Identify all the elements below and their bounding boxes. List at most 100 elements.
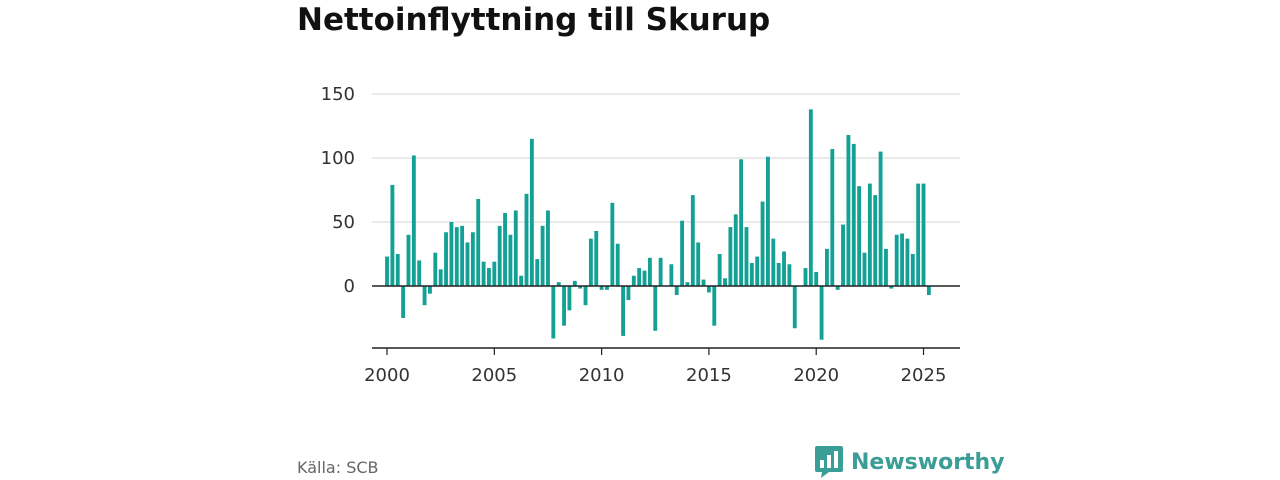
brand-name: Newsworthy (851, 449, 1005, 475)
bar (631, 275, 636, 286)
bar (712, 286, 717, 326)
bar (497, 225, 502, 286)
bar-chart-speech-bubble-icon (815, 446, 843, 478)
y-tick-label: 0 (344, 276, 355, 297)
y-tick-label: 50 (332, 212, 355, 233)
x-tick-label: 2020 (793, 365, 839, 386)
bar (830, 149, 835, 286)
bar (529, 138, 534, 286)
bar (599, 286, 604, 290)
bar (846, 134, 851, 286)
x-tick-label: 2015 (686, 365, 732, 386)
bar (685, 282, 690, 286)
bar (551, 286, 556, 339)
bar (787, 264, 792, 286)
bar (428, 286, 432, 294)
bar (782, 251, 786, 286)
source-note: Källa: SCB (297, 458, 379, 477)
bar (926, 286, 931, 295)
bar (873, 195, 878, 286)
bar (841, 224, 845, 286)
bar (540, 225, 545, 286)
bar (433, 252, 438, 286)
bar (406, 234, 411, 286)
bar (766, 156, 770, 286)
bar (524, 193, 529, 286)
bar (803, 268, 808, 286)
bar (615, 243, 620, 286)
bar (739, 159, 744, 286)
x-tick-label: 2000 (364, 365, 410, 386)
bar (481, 261, 486, 286)
bar (513, 210, 518, 286)
bar (594, 230, 599, 286)
bar (776, 262, 781, 286)
y-tick-labels: 0 50 100 150 (321, 84, 355, 297)
bar (755, 256, 760, 286)
bar (916, 183, 921, 286)
bar (867, 183, 872, 286)
bar (572, 280, 577, 286)
chart-title: Nettoinflyttning till Skurup (297, 2, 771, 38)
y-tick-label: 100 (321, 148, 355, 169)
bar (422, 286, 427, 306)
bar (567, 286, 572, 311)
x-tick-labels: 2000 2005 2010 2015 2020 2025 (364, 365, 946, 386)
bar (444, 232, 448, 286)
bar (862, 252, 867, 286)
bar (733, 214, 738, 286)
bar (744, 227, 749, 286)
bar (723, 278, 727, 286)
bar (519, 275, 524, 286)
bar (588, 238, 593, 286)
bar (562, 286, 566, 326)
bar (476, 198, 481, 286)
bar (626, 286, 631, 301)
bar (460, 225, 465, 286)
bar (390, 184, 395, 286)
bar (578, 286, 583, 289)
bar (417, 260, 422, 286)
bar (449, 222, 454, 286)
bar (696, 242, 701, 286)
bar (583, 286, 588, 306)
bar (835, 286, 840, 290)
bar (487, 268, 491, 286)
bars (385, 109, 931, 340)
bar (470, 232, 475, 286)
brand-logo: Newsworthy (815, 446, 1005, 478)
bar (814, 271, 819, 286)
bar (647, 257, 652, 286)
bar (690, 195, 695, 286)
bar (637, 268, 642, 286)
y-tick-label: 150 (321, 84, 355, 105)
bar (728, 227, 733, 286)
bar (669, 264, 674, 286)
x-tick-label: 2005 (471, 365, 517, 386)
gridlines (372, 93, 960, 223)
bar (385, 256, 389, 286)
bar (658, 257, 663, 286)
bar (621, 286, 626, 336)
bar (771, 238, 776, 286)
bar (411, 155, 416, 286)
bar (760, 201, 765, 286)
x-tick-label: 2025 (901, 365, 947, 386)
bar (889, 286, 894, 289)
bar (921, 183, 926, 286)
bar (438, 269, 443, 286)
bar (610, 202, 615, 286)
bar (884, 248, 888, 286)
bar (825, 248, 829, 286)
bar (857, 186, 862, 286)
bar (454, 227, 459, 286)
bar (878, 151, 883, 286)
bar (401, 286, 406, 318)
bar (605, 286, 609, 290)
bar (749, 262, 754, 286)
bar (492, 261, 497, 286)
bar (706, 286, 711, 293)
bar (465, 242, 470, 286)
bar (808, 109, 813, 286)
